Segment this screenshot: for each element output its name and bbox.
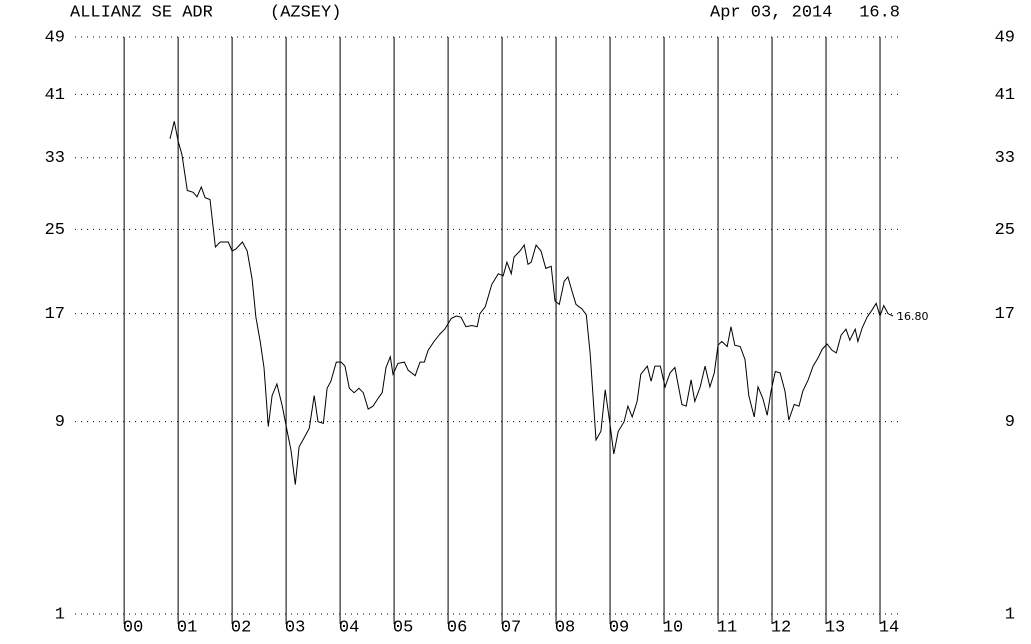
date: Apr 03, 2014 <box>710 3 832 22</box>
x-tick-label: 00 <box>123 618 143 637</box>
y-tick-label: 41 <box>45 86 65 105</box>
y-tick-label-right: 33 <box>995 149 1015 168</box>
x-tick-label: 06 <box>447 618 467 637</box>
y-tick-label-right: 41 <box>995 86 1015 105</box>
y-tick-label-right: 17 <box>995 305 1015 324</box>
price: 16.8 <box>859 3 900 22</box>
y-tick-label-right: 9 <box>1005 413 1015 432</box>
y-tick-label: 49 <box>45 28 65 47</box>
y-tick-label: 1 <box>55 605 65 624</box>
y-tick-label: 9 <box>55 413 65 432</box>
x-tick-label: 05 <box>393 618 413 637</box>
price-line <box>169 121 894 485</box>
symbol: (AZSEY) <box>270 3 341 22</box>
y-tick-label-right: 25 <box>995 221 1015 240</box>
y-tick-label-right: 1 <box>1005 605 1015 624</box>
x-tick-label: 01 <box>177 618 197 637</box>
last-value-label: 16.80 <box>897 310 929 323</box>
x-tick-label: 12 <box>771 618 791 637</box>
x-tick-label: 11 <box>717 618 737 637</box>
x-tick-label: 04 <box>339 618 359 637</box>
x-tick-label: 03 <box>285 618 305 637</box>
chart-title: ALLIANZ SE ADR <box>70 3 213 22</box>
x-tick-label: 09 <box>609 618 629 637</box>
y-tick-label: 33 <box>45 149 65 168</box>
x-tick-label: 02 <box>231 618 251 637</box>
y-tick-label: 25 <box>45 221 65 240</box>
x-tick-label: 08 <box>555 618 575 637</box>
y-tick-label-right: 49 <box>995 28 1015 47</box>
y-tick-label: 17 <box>45 305 65 324</box>
x-tick-label: 13 <box>825 618 845 637</box>
x-tick-label: 07 <box>501 618 521 637</box>
x-tick-label: 10 <box>663 618 683 637</box>
x-tick-label: 14 <box>879 618 899 637</box>
